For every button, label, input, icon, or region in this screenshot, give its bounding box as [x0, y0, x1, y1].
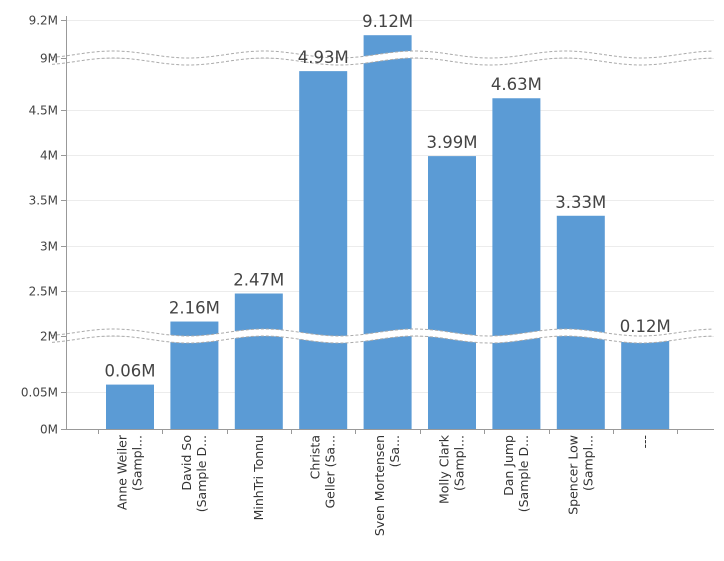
axis-break-line — [51, 50, 713, 59]
axis-break-band — [52, 329, 712, 343]
x-tick-label: Dan Jump (Sample D... — [501, 435, 531, 512]
bar[interactable] — [299, 71, 348, 430]
axis-break-line — [51, 57, 713, 66]
x-tick-label-line: Sven Mortensen — [372, 435, 387, 536]
bars — [106, 35, 670, 430]
data-label: 2.16M — [169, 299, 220, 318]
data-labels: 0.06M 2.16M 2.47M 4.93M 9.12M 3.99M 4.63M 3.33M… — [105, 12, 671, 380]
x-tick-label: Molly Clark (Sampl... — [437, 434, 467, 504]
bar[interactable] — [106, 384, 154, 429]
y-tick-label: 9.2M — [29, 14, 58, 28]
x-tick-label-line: MinhTri Tonnu — [251, 435, 266, 520]
bar[interactable] — [621, 340, 670, 429]
y-tick-label: 2.5M — [29, 285, 58, 299]
data-label: 4.63M — [491, 75, 542, 94]
x-tick-label-line: (Sample D... — [516, 435, 531, 512]
y-tick-label: 4M — [40, 149, 58, 163]
x-tick-label-line: David So — [179, 435, 194, 491]
axis-break-line — [51, 335, 713, 344]
axis-break — [51, 50, 713, 66]
bar[interactable] — [363, 35, 412, 429]
bar[interactable] — [492, 98, 541, 430]
data-label: 0.12M — [620, 317, 671, 336]
y-tick-label: 0M — [40, 423, 58, 437]
x-tick-label-line: Spencer Low — [565, 435, 580, 515]
x-tick-label-line: (Sa... — [387, 435, 402, 467]
x-tick-label: David So (Sample D... — [179, 435, 209, 512]
axes: 0M 0.05M 2M 2.5M 3M 3.5M 4M 4.5M 9M 9.2M Anne Weil… — [21, 14, 714, 536]
x-tick-label-line: Molly Clark — [437, 434, 452, 504]
data-label: 3.99M — [427, 133, 478, 152]
x-tick-label: Anne Weiler (Sampl... — [115, 434, 145, 510]
y-tick-label: 9M — [40, 52, 58, 66]
axis-break-band — [52, 51, 712, 65]
axis-break — [51, 328, 713, 344]
y-tick-label: 3M — [40, 240, 58, 254]
axis-break-line — [51, 328, 713, 337]
bar[interactable] — [428, 156, 476, 429]
x-tick-label: --- — [637, 435, 652, 449]
x-tick-label-line: (Sampl... — [130, 435, 145, 491]
y-tick-label: 3.5M — [29, 194, 58, 208]
bar[interactable] — [234, 293, 283, 429]
data-label: 9.12M — [362, 12, 413, 31]
x-tick-label-line: Geller (Sa... — [323, 435, 338, 509]
data-label: 4.93M — [298, 48, 349, 67]
x-tick-label: Christa Geller (Sa... — [308, 435, 338, 509]
x-tick-label: Sven Mortensen (Sa... — [372, 435, 402, 536]
x-tick-label: Spencer Low (Sampl... — [565, 435, 595, 515]
x-tick-label-line: (Sample D... — [194, 435, 209, 512]
data-label: 0.06M — [105, 362, 156, 381]
x-tick-label-line: --- — [637, 435, 652, 449]
bar[interactable] — [556, 215, 605, 429]
y-tick-label: 4.5M — [29, 104, 58, 118]
x-tick-label-line: (Sampl... — [452, 435, 467, 491]
x-tick-label-line: Dan Jump — [501, 435, 516, 496]
axis-breaks — [51, 50, 713, 344]
x-tick-label-line: (Sampl... — [580, 435, 595, 491]
y-tick-label: 2M — [40, 330, 58, 344]
data-label: 3.33M — [555, 193, 606, 212]
x-tick-label-line: Anne Weiler — [115, 434, 130, 510]
x-tick-label: MinhTri Tonnu — [251, 435, 266, 520]
data-label: 2.47M — [233, 271, 284, 290]
x-tick-label-line: Christa — [308, 435, 323, 479]
y-tick-label: 0.05M — [21, 386, 58, 400]
